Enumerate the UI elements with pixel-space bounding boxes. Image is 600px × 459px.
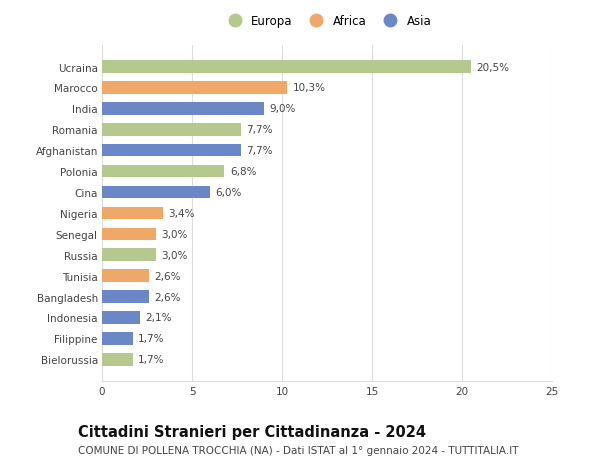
Text: 6,8%: 6,8% <box>230 167 256 177</box>
Bar <box>102 103 264 115</box>
Text: 2,6%: 2,6% <box>154 292 181 302</box>
Text: 7,7%: 7,7% <box>246 146 272 156</box>
Bar <box>102 186 210 199</box>
Text: 7,7%: 7,7% <box>246 125 272 135</box>
Text: 10,3%: 10,3% <box>293 83 326 93</box>
Bar <box>102 145 241 157</box>
Bar <box>102 165 224 178</box>
Text: Cittadini Stranieri per Cittadinanza - 2024: Cittadini Stranieri per Cittadinanza - 2… <box>78 425 426 440</box>
Text: 20,5%: 20,5% <box>476 62 509 73</box>
Bar <box>102 207 163 220</box>
Bar <box>102 228 156 241</box>
Text: 3,4%: 3,4% <box>169 208 195 218</box>
Bar <box>102 353 133 366</box>
Text: 3,0%: 3,0% <box>161 250 188 260</box>
Bar <box>102 249 156 262</box>
Bar <box>102 61 471 73</box>
Bar <box>102 82 287 95</box>
Text: 2,6%: 2,6% <box>154 271 181 281</box>
Text: 1,7%: 1,7% <box>138 334 164 344</box>
Bar <box>102 332 133 345</box>
Text: 6,0%: 6,0% <box>215 188 242 197</box>
Bar <box>102 291 149 303</box>
Bar <box>102 270 149 282</box>
Bar <box>102 312 140 324</box>
Text: 2,1%: 2,1% <box>145 313 172 323</box>
Legend: Europa, Africa, Asia: Europa, Africa, Asia <box>223 15 431 28</box>
Text: COMUNE DI POLLENA TROCCHIA (NA) - Dati ISTAT al 1° gennaio 2024 - TUTTITALIA.IT: COMUNE DI POLLENA TROCCHIA (NA) - Dati I… <box>78 445 518 455</box>
Bar <box>102 124 241 136</box>
Text: 9,0%: 9,0% <box>269 104 296 114</box>
Text: 3,0%: 3,0% <box>161 230 188 239</box>
Text: 1,7%: 1,7% <box>138 354 164 364</box>
